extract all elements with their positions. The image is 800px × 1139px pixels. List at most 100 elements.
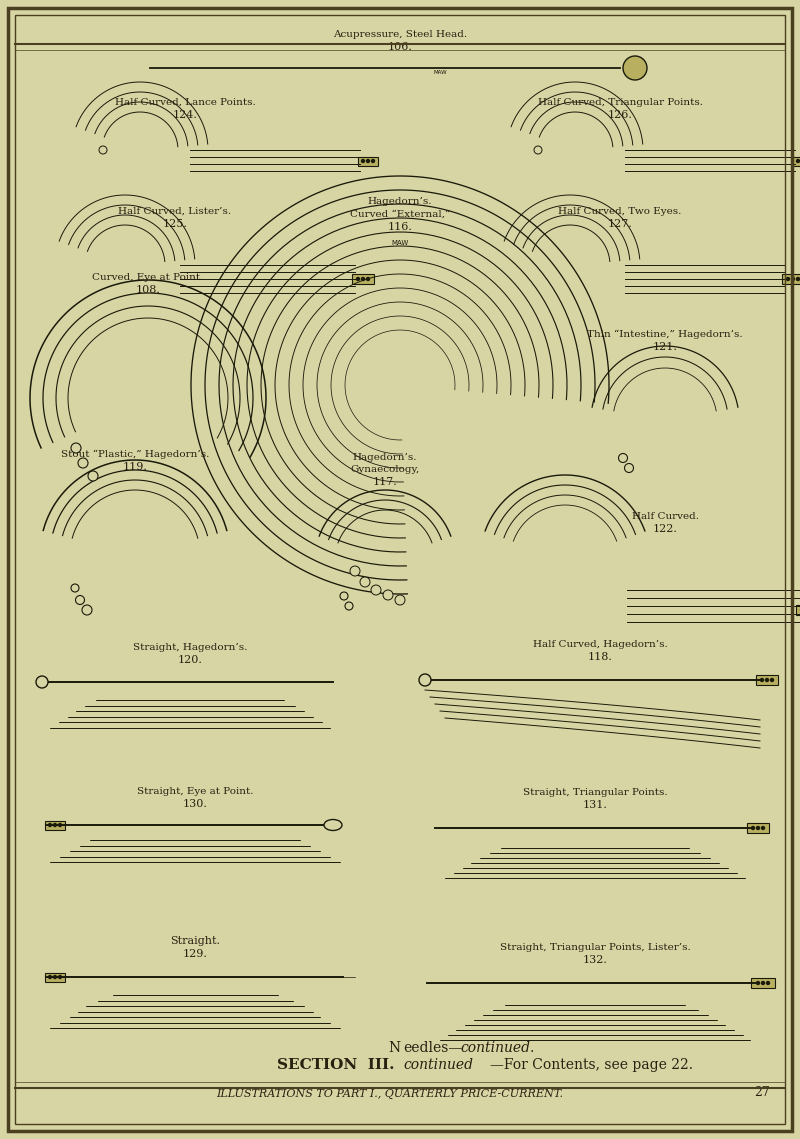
Text: 117.: 117. [373,477,398,487]
Circle shape [357,278,359,280]
Text: MAW: MAW [433,69,447,75]
Text: Acupressure, Steel Head.: Acupressure, Steel Head. [333,30,467,39]
Text: Straight, Eye at Point.: Straight, Eye at Point. [137,787,254,796]
Circle shape [82,605,92,615]
Text: Hagedorn’s.: Hagedorn’s. [353,453,418,462]
Circle shape [419,674,431,686]
Circle shape [362,159,365,163]
Circle shape [766,679,769,681]
Text: 108.: 108. [135,285,161,295]
Circle shape [371,159,374,163]
Text: Straight.: Straight. [170,936,220,947]
Text: 127.: 127. [608,219,632,229]
Circle shape [49,975,51,978]
Text: continued: continued [403,1058,473,1072]
Circle shape [797,159,799,163]
Text: 131.: 131. [582,800,607,810]
Text: Half Curved, Two Eyes.: Half Curved, Two Eyes. [558,207,682,216]
Bar [45,820,65,829]
Circle shape [618,453,627,462]
Text: 118.: 118. [587,652,613,662]
Circle shape [766,982,770,984]
Circle shape [88,472,98,481]
Circle shape [366,159,370,163]
Circle shape [360,577,370,587]
Text: 120.: 120. [178,655,202,665]
Bar [352,274,374,284]
Ellipse shape [324,819,342,830]
Bar [756,675,778,685]
Circle shape [366,278,370,280]
Text: 129.: 129. [182,949,207,959]
Circle shape [371,585,381,595]
Text: Straight, Hagedorn’s.: Straight, Hagedorn’s. [133,644,247,652]
Text: SECTION  III.: SECTION III. [278,1058,400,1072]
Text: 124.: 124. [173,110,198,120]
Circle shape [362,278,365,280]
Circle shape [762,982,765,984]
Text: Straight, Triangular Points, Lister’s.: Straight, Triangular Points, Lister’s. [500,943,690,952]
Bar [45,973,65,982]
Text: 27: 27 [754,1085,770,1099]
Text: Half Curved, Lister’s.: Half Curved, Lister’s. [118,207,231,216]
Circle shape [761,679,763,681]
Circle shape [345,603,353,611]
Text: —For Contents, see page 22.: —For Contents, see page 22. [490,1058,693,1072]
Circle shape [54,975,57,978]
Text: Curved “External,”: Curved “External,” [350,210,450,219]
Text: Half Curved.: Half Curved. [631,513,698,521]
Text: 130.: 130. [182,798,207,809]
Text: 126.: 126. [607,110,633,120]
Circle shape [78,458,88,468]
Circle shape [625,464,634,473]
Text: MAW: MAW [391,240,409,246]
Text: Curved, Eye at Point.: Curved, Eye at Point. [92,273,204,282]
Text: Straight, Triangular Points.: Straight, Triangular Points. [522,788,667,797]
Text: 106.: 106. [387,42,413,52]
Text: continued.: continued. [460,1041,534,1055]
Circle shape [71,443,81,453]
Circle shape [58,975,62,978]
Circle shape [75,596,85,605]
Bar [782,274,800,284]
Circle shape [36,677,48,688]
Circle shape [623,56,647,80]
Text: 132.: 132. [582,954,607,965]
Circle shape [99,146,107,154]
Circle shape [395,595,405,605]
Circle shape [791,278,794,280]
Circle shape [54,823,57,827]
Circle shape [340,592,348,600]
Text: Half Curved, Lance Points.: Half Curved, Lance Points. [114,98,255,107]
Text: ILLUSTRATIONS TO PART I., QUARTERLY PRICE-CURRENT.: ILLUSTRATIONS TO PART I., QUARTERLY PRIC… [217,1089,563,1099]
Text: Gynaecology,: Gynaecology, [350,465,420,474]
Bar [792,156,800,165]
Text: 125.: 125. [162,219,187,229]
Text: Half Curved, Triangular Points.: Half Curved, Triangular Points. [538,98,702,107]
Text: 116.: 116. [387,222,413,232]
Bar [796,605,800,615]
Text: Stout “Plastic,” Hagedorn’s.: Stout “Plastic,” Hagedorn’s. [61,450,209,459]
Bar [358,156,378,165]
Text: N: N [388,1041,400,1055]
Text: 119.: 119. [122,462,147,472]
Circle shape [534,146,542,154]
Circle shape [350,566,360,576]
Text: eedles—: eedles— [403,1041,462,1055]
Bar [747,823,769,833]
Text: 122.: 122. [653,524,678,534]
Circle shape [762,827,765,829]
Text: Half Curved, Hagedorn’s.: Half Curved, Hagedorn’s. [533,640,667,649]
Text: Hagedorn’s.: Hagedorn’s. [368,197,432,206]
Circle shape [751,827,754,829]
Circle shape [58,823,62,827]
Circle shape [797,278,799,280]
Circle shape [71,584,79,592]
Circle shape [383,590,393,600]
Text: 121.: 121. [653,342,678,352]
Circle shape [770,679,774,681]
Circle shape [757,982,759,984]
Circle shape [757,827,759,829]
Bar [751,978,775,988]
Text: Thin “Intestine,” Hagedorn’s.: Thin “Intestine,” Hagedorn’s. [587,329,743,339]
